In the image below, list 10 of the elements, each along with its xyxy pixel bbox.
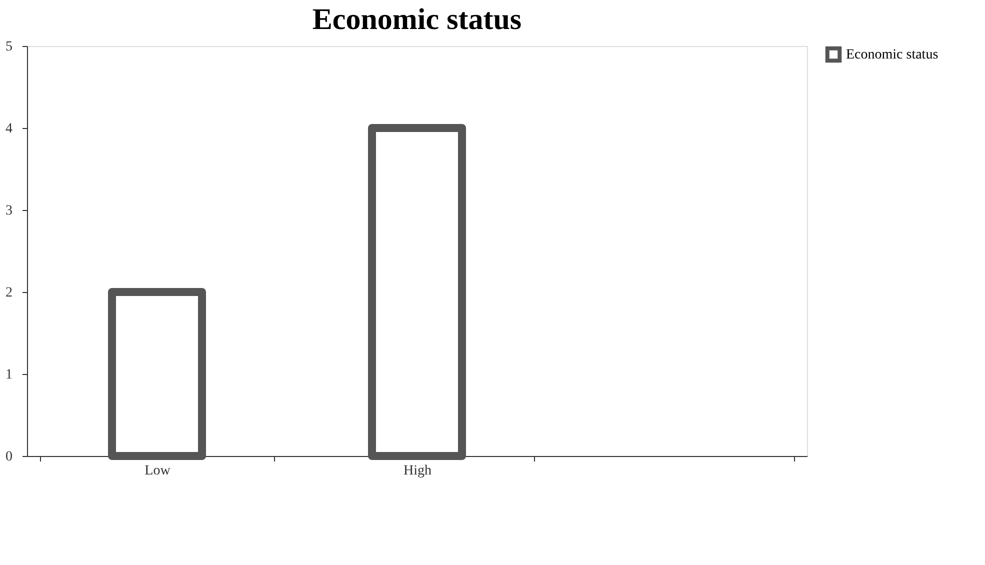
y-tick-label: 3 [6,204,12,218]
y-tick-label: 1 [6,368,12,382]
y-tick-label: 4 [6,122,12,136]
y-tick-label: 2 [6,286,12,300]
y-tick-label: 5 [6,40,12,54]
legend-label: Economic status [846,48,938,62]
y-tick-label: 0 [6,450,12,464]
x-tick-label: High [404,464,432,478]
x-tick-label: Low [144,464,172,478]
chart-title: Economic status [312,3,522,36]
